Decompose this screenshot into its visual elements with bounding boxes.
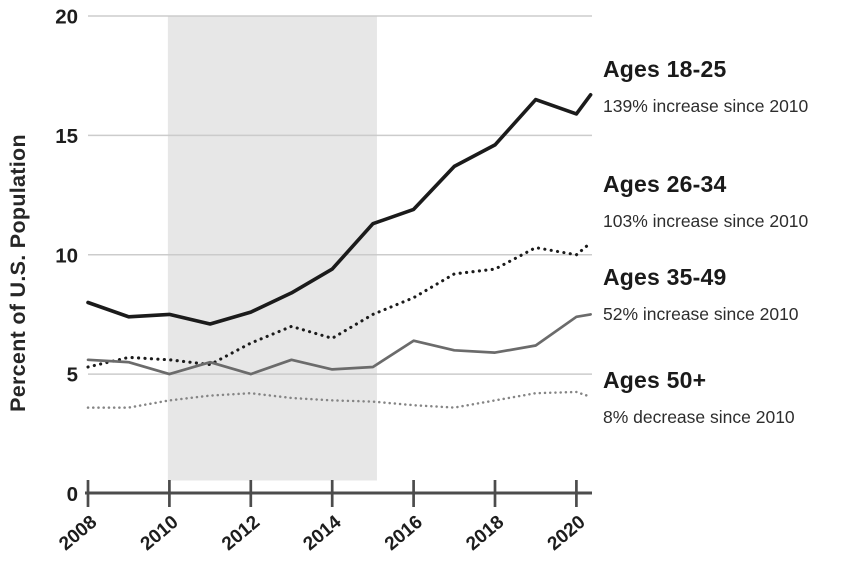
legend-item-ages-18-25: Ages 18-25 139% increase since 2010 <box>603 56 808 116</box>
highlight-band <box>167 16 377 481</box>
series-line-ages-35-49 <box>86 313 592 376</box>
legend-title: Ages 35-49 <box>603 264 727 290</box>
legend-item-ages-35-49: Ages 35-49 52% increase since 2010 <box>603 264 799 324</box>
legend-title: Ages 18-25 <box>603 56 727 82</box>
legend-title: Ages 50+ <box>603 367 707 393</box>
x-tick-label: 2016 <box>381 512 427 555</box>
series-line-ages-18-25 <box>86 93 593 326</box>
y-tick-label: 15 <box>55 125 78 148</box>
x-tick-label: 2008 <box>55 512 101 555</box>
legend-title: Ages 26-34 <box>603 171 727 197</box>
x-tick-label: 2018 <box>462 512 508 555</box>
y-tick-label: 10 <box>55 244 78 267</box>
y-axis-title: Percent of U.S. Population <box>6 134 30 412</box>
series-line-ages-50 <box>86 390 592 409</box>
x-tick-label: 2012 <box>218 512 264 555</box>
legend-subtitle: 52% increase since 2010 <box>603 303 799 324</box>
y-tick-label: 20 <box>55 6 78 29</box>
x-tick-label: 2020 <box>544 512 590 555</box>
legend-subtitle: 8% decrease since 2010 <box>603 406 795 427</box>
y-tick-label: 5 <box>67 364 78 387</box>
legend-item-ages-26-34: Ages 26-34 103% increase since 2010 <box>603 171 808 231</box>
legend-subtitle: 139% increase since 2010 <box>603 95 809 116</box>
legend-subtitle: 103% increase since 2010 <box>603 210 809 231</box>
x-tick-label: 2010 <box>137 512 183 555</box>
legend-item-ages-50-plus: Ages 50+ 8% decrease since 2010 <box>603 367 795 427</box>
y-tick-label: 0 <box>67 483 78 506</box>
series-line-ages-26-34 <box>86 241 593 369</box>
x-tick-label: 2014 <box>300 511 346 555</box>
